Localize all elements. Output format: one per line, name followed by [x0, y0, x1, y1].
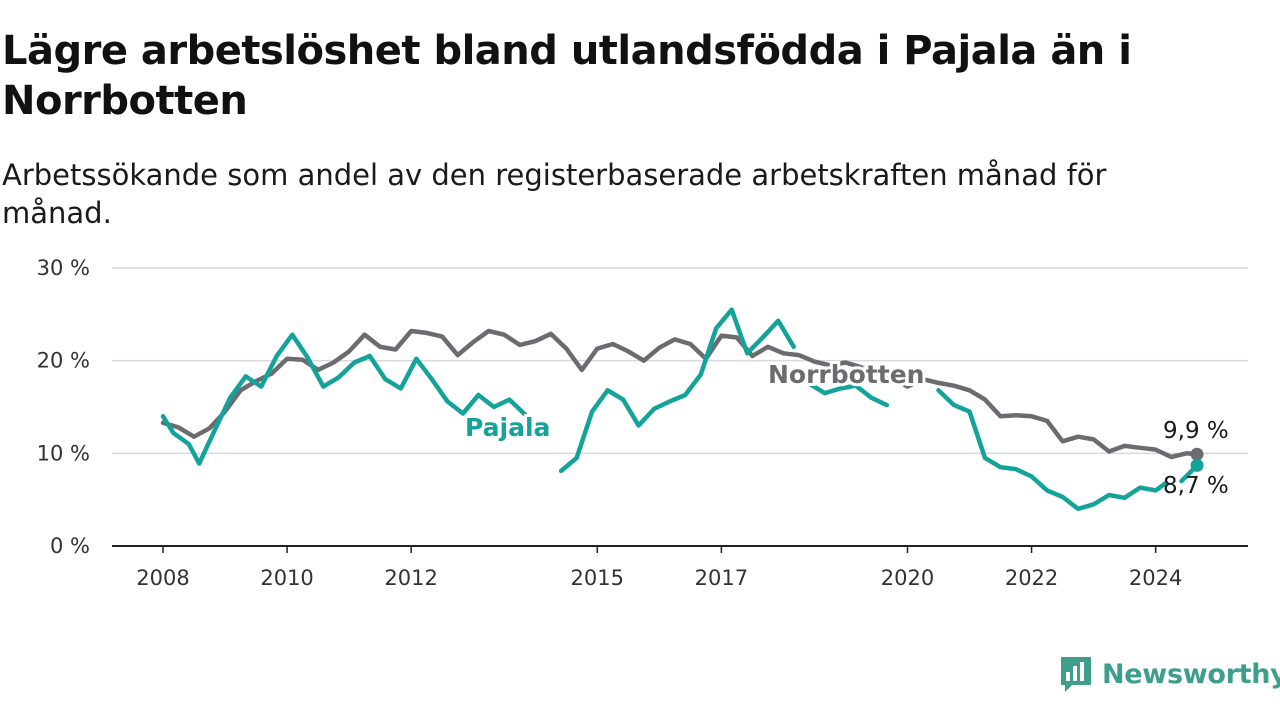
y-tick-label: 20 %: [37, 349, 90, 373]
end-point-pajala: [1190, 458, 1204, 472]
x-tick-label: 2012: [384, 566, 437, 590]
x-tick-label: 2017: [695, 566, 748, 590]
series-label-norrbotten: Norrbotten: [768, 360, 924, 389]
x-tick-label: 2020: [881, 566, 934, 590]
series-line-pajala: [160, 307, 1200, 512]
x-tick-label: 2015: [571, 566, 624, 590]
y-axis-ticks: 0 % 10 % 20 % 30 %: [37, 256, 90, 558]
end-value-pajala: 8,7 %: [1163, 473, 1229, 499]
brand-logo: Newsworthy: [1058, 654, 1280, 694]
end-value-norrbotten: 9,9 %: [1163, 418, 1229, 444]
series-lines: [160, 307, 1204, 512]
x-axis-ticks: 2008 2010 2012 2015 2017 2020 2022 2024: [136, 546, 1182, 590]
x-tick-label: 2008: [136, 566, 189, 590]
end-point-norrbotten: [1190, 447, 1204, 461]
series-line-norrbotten: [160, 328, 1200, 460]
x-tick-label: 2024: [1129, 566, 1182, 590]
line-chart: 0 % 10 % 20 % 30 % 2008 2010 2012 2015 2017 2020…: [37, 256, 1248, 590]
brand-name: Newsworthy: [1102, 658, 1280, 690]
y-tick-label: 10 %: [37, 441, 90, 465]
y-tick-label: 0 %: [50, 534, 90, 558]
newsworthy-logo-icon: [1061, 657, 1091, 692]
x-tick-label: 2010: [260, 566, 313, 590]
series-labels: Norrbotten Pajala 9,9 % 8,7 %: [462, 357, 1229, 499]
chart-title: Lägre arbetslöshet bland utlandsfödda i …: [2, 28, 1132, 124]
series-label-pajala: Pajala: [465, 413, 550, 442]
chart-subtitle: Arbetssökande som andel av den registerb…: [2, 158, 1107, 230]
x-tick-label: 2022: [1005, 566, 1058, 590]
y-tick-label: 30 %: [37, 256, 90, 280]
